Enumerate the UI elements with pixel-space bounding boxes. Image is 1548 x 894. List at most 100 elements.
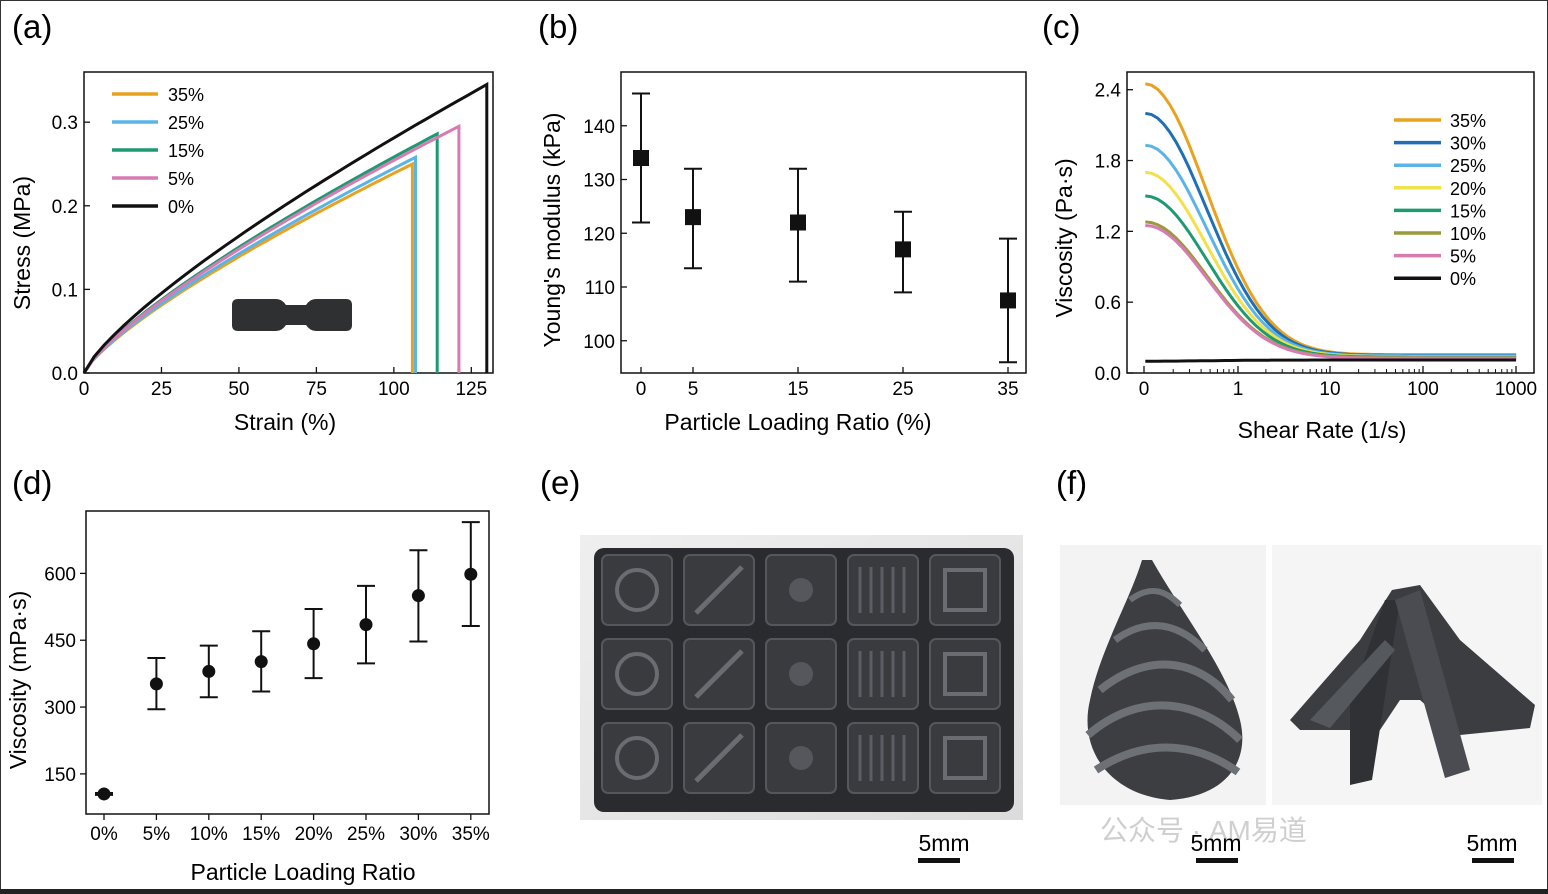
chart-d-point — [464, 567, 478, 581]
chart-d-xtick-label: 15% — [242, 824, 280, 845]
chart-d-xlabel: Particle Loading Ratio — [190, 859, 415, 885]
chart-d-xtick-label: 0% — [90, 824, 118, 845]
chart-a-ytick-label: 0.3 — [52, 113, 78, 134]
chart-a-series-line — [82, 161, 414, 374]
printed-tile — [601, 638, 673, 710]
chart-a-series-line — [82, 131, 439, 374]
tile-pattern — [694, 733, 744, 783]
chart-c-legend-label: 20% — [1450, 179, 1486, 199]
tile-pattern — [789, 746, 813, 770]
tile-pattern — [694, 565, 744, 615]
chart-d-point — [254, 655, 268, 669]
panel-label-a: (a) — [12, 8, 52, 45]
chart-a-ytick-label: 0.0 — [52, 364, 78, 385]
chart-b-xtick-label: 35 — [997, 379, 1018, 400]
chart-d-ytick-label: 600 — [44, 564, 76, 585]
chart-a-xtick-label: 75 — [306, 379, 327, 400]
chart-b-ylabel: Young's modulus (kPa) — [539, 113, 565, 348]
chart-a-ytick-label: 0.2 — [52, 197, 78, 218]
scale-bar-f-left-label: 5mm — [1190, 830, 1241, 856]
tile-pattern — [615, 652, 659, 696]
chart-b-point — [685, 209, 701, 226]
chart-a-xlabel: Strain (%) — [234, 409, 336, 435]
printed-tile — [601, 554, 673, 626]
chart-d-frame — [85, 510, 490, 815]
chart-d-point — [149, 677, 163, 691]
chart-a-xtick-label: 0 — [79, 379, 90, 400]
chart-c-xtick-label: 10 — [1319, 379, 1340, 400]
chart-d-point — [359, 618, 373, 632]
chart-d-xtick-label: 30% — [399, 824, 437, 845]
chart-a-legend-label: 15% — [168, 141, 204, 161]
chart-b: 0 5 15 25 35 100 110 120 130 140 Particle Loading… — [539, 71, 1027, 435]
chart-d-point — [307, 637, 321, 651]
chart-d-xtick-label: 10% — [190, 824, 228, 845]
chart-c-legend-label: 25% — [1450, 156, 1486, 176]
chart-d-point — [411, 589, 425, 603]
chart-c-legend-label: 35% — [1450, 111, 1486, 131]
chart-a-ytick-label: 0.1 — [52, 280, 78, 301]
chart-b-ytick-label: 120 — [583, 224, 615, 245]
chart-c-ytick-label: 2.4 — [1095, 81, 1122, 102]
chart-a-legend-label: 35% — [168, 85, 204, 105]
chart-c-xtick-label: 1 — [1233, 379, 1244, 400]
tile-pattern — [943, 652, 987, 696]
chart-b-xtick-label: 25 — [892, 379, 913, 400]
chart-a-ylabel: Stress (MPa) — [9, 176, 35, 310]
chart-c-ytick-label: 0.6 — [1095, 293, 1121, 314]
chart-d-ylabel: Viscosity (mPa·s) — [5, 591, 31, 770]
chart-a-series-line — [82, 123, 461, 374]
chart-a-legend-label: 5% — [168, 169, 194, 189]
tripod-object — [1290, 585, 1535, 785]
scale-bar-f-left — [1196, 858, 1238, 863]
chart-d-point — [97, 787, 111, 801]
chart-c-series-line — [1145, 358, 1517, 363]
chart-a-xtick-label: 125 — [455, 379, 487, 400]
chart-b-ytick-label: 100 — [583, 332, 615, 353]
chart-c-legend-label: 0% — [1450, 269, 1476, 289]
chart-a-series-line — [82, 81, 489, 374]
chart-b-ytick-label: 130 — [583, 171, 615, 192]
chart-a-frame — [83, 71, 494, 374]
chart-c-xlabel: Shear Rate (1/s) — [1238, 417, 1407, 443]
printed-tile — [929, 554, 1001, 626]
panel-label-e: (e) — [540, 464, 580, 501]
printed-tile — [929, 722, 1001, 794]
watermark: 公众号 · AM易道 — [1100, 815, 1307, 846]
tile-pattern — [615, 568, 659, 612]
chart-c-legend-label: 10% — [1450, 224, 1486, 244]
twisted-cone-object — [1085, 560, 1243, 800]
tile-pattern — [943, 568, 987, 612]
chart-a-series-line — [82, 154, 417, 374]
photo-e: 5mm — [580, 535, 1023, 863]
chart-c-ytick-label: 0.0 — [1095, 364, 1121, 385]
chart-b-xlabel: Particle Loading Ratio (%) — [664, 409, 931, 435]
tile-pattern — [789, 578, 813, 602]
chart-c-ytick-label: 1.8 — [1095, 152, 1121, 173]
chart-a-xtick-label: 100 — [378, 379, 410, 400]
chart-a-legend-label: 0% — [168, 197, 194, 217]
chart-d: 0% 5% 10% 15% 20% 25% 30% 35% 150 300 450 600 Parti… — [5, 510, 490, 885]
chart-d-xtick-label: 25% — [347, 824, 385, 845]
chart-b-frame — [620, 71, 1027, 374]
chart-a-xtick-label: 25 — [151, 379, 172, 400]
chart-b-ytick-label: 140 — [583, 117, 615, 138]
panel-label-b: (b) — [538, 8, 578, 45]
panel-label-f: (f) — [1056, 464, 1087, 501]
dogbone-specimen — [232, 299, 352, 331]
photo-f: 公众号 · AM易道 5mm 5mm — [1060, 545, 1542, 863]
panel-label-c: (c) — [1042, 8, 1080, 45]
chart-b-point — [633, 150, 649, 166]
chart-c-xtick-label: 100 — [1407, 379, 1439, 400]
chart-d-point — [202, 664, 216, 678]
chart-c-series-line — [1145, 224, 1517, 360]
tile-pattern — [615, 736, 659, 780]
chart-d-xtick-label: 35% — [452, 824, 490, 845]
chart-b-xtick-label: 0 — [636, 379, 647, 400]
chart-b-xtick-label: 5 — [688, 379, 699, 400]
panel-label-d: (d) — [12, 464, 52, 501]
chart-b-point — [895, 241, 911, 258]
scale-bar-f-right — [1472, 858, 1514, 863]
